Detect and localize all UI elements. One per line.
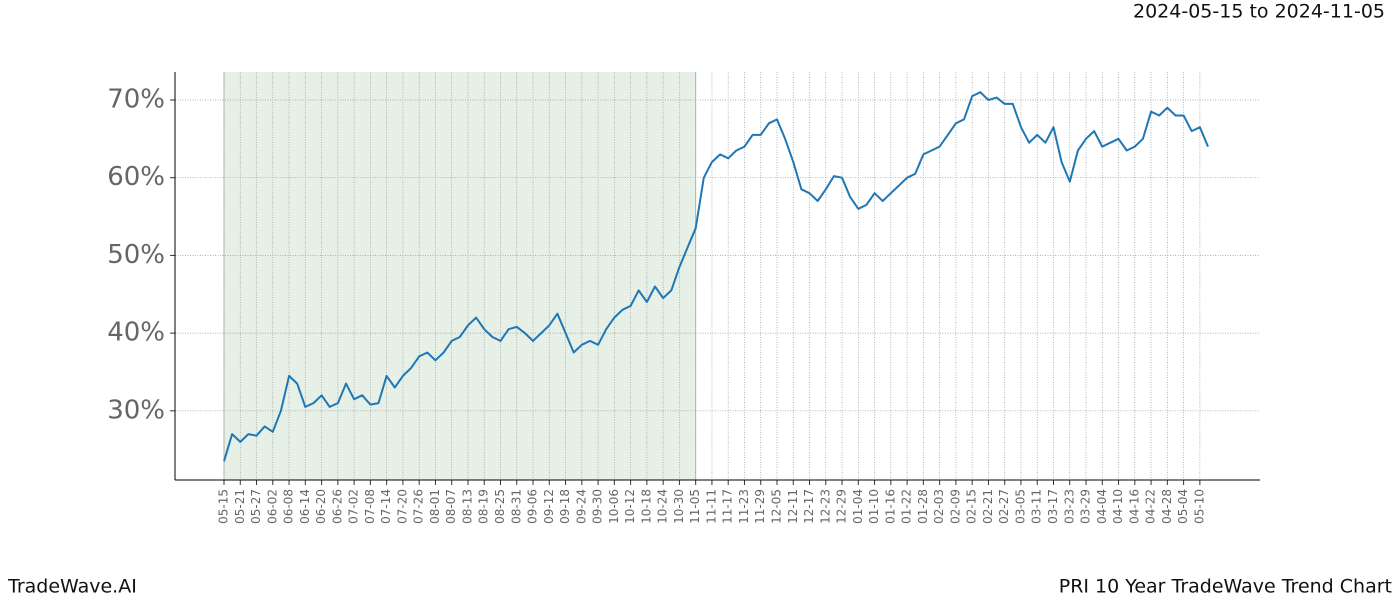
x-tick-label: 11-11 [704, 489, 718, 524]
x-tick-label: 01-16 [883, 489, 897, 524]
x-tick-label: 06-02 [265, 489, 279, 524]
x-tick-label: 08-25 [493, 489, 507, 524]
x-tick-label: 01-10 [867, 489, 881, 524]
x-tick-label: 01-04 [851, 489, 865, 524]
x-tick-label: 06-14 [298, 489, 312, 524]
date-range: 2024-05-15 to 2024-11-05 [1133, 1, 1385, 23]
x-tick-label: 08-13 [460, 489, 474, 524]
x-tick-label: 07-02 [347, 489, 361, 524]
x-tick-label: 12-23 [818, 489, 832, 524]
x-tick-label: 11-05 [688, 489, 702, 524]
x-tick-label: 04-28 [1160, 489, 1174, 524]
x-tick-label: 09-24 [574, 489, 588, 524]
x-tick-label: 01-28 [916, 489, 930, 524]
x-tick-label: 02-03 [932, 489, 946, 524]
x-tick-label: 06-08 [282, 489, 296, 524]
x-tick-label: 04-10 [1111, 489, 1125, 524]
x-tick-label: 05-15 [217, 489, 231, 524]
x-tick-label: 10-06 [607, 489, 621, 524]
highlight-range [224, 72, 696, 480]
y-tick-label: 70% [107, 84, 165, 114]
x-tick-label: 06-20 [314, 489, 328, 524]
x-tick-label: 07-26 [412, 489, 426, 524]
x-tick-label: 04-22 [1144, 489, 1158, 524]
x-tick-label: 12-11 [786, 489, 800, 524]
y-tick-label: 40% [107, 318, 165, 348]
x-tick-label: 10-12 [623, 489, 637, 524]
x-tick-label: 06-26 [330, 489, 344, 524]
x-tick-label: 10-24 [656, 489, 670, 524]
x-tick-label: 08-19 [477, 489, 491, 524]
x-tick-label: 12-05 [769, 489, 783, 524]
x-tick-label: 08-01 [428, 489, 442, 524]
y-tick-label: 60% [107, 162, 165, 192]
x-tick-label: 09-12 [542, 489, 556, 524]
x-tick-label: 08-31 [509, 489, 523, 524]
x-tick-label: 12-29 [835, 489, 849, 524]
x-tick-label: 07-08 [363, 489, 377, 524]
x-tick-label: 03-11 [1030, 489, 1044, 524]
x-tick-label: 05-10 [1192, 489, 1206, 524]
x-tick-label: 07-14 [379, 489, 393, 524]
x-tick-label: 05-04 [1176, 489, 1190, 524]
x-tick-label: 04-16 [1127, 489, 1141, 524]
x-tick-label: 03-29 [1079, 489, 1093, 524]
x-tick-label: 10-30 [672, 489, 686, 524]
x-tick-label: 02-15 [965, 489, 979, 524]
x-tick-label: 11-29 [753, 489, 767, 524]
x-tick-label: 11-23 [737, 489, 751, 524]
y-tick-label: 30% [107, 395, 165, 425]
x-tick-label: 05-21 [233, 489, 247, 524]
x-tick-label: 02-09 [948, 489, 962, 524]
x-tick-label: 12-17 [802, 489, 816, 524]
footer-left: TradeWave.AI [7, 576, 137, 598]
x-tick-label: 10-18 [639, 489, 653, 524]
x-tick-label: 08-07 [444, 489, 458, 524]
x-tick-label: 09-06 [526, 489, 540, 524]
x-tick-label: 09-30 [591, 489, 605, 524]
footer-right: PRI 10 Year TradeWave Trend Chart [1059, 576, 1392, 598]
x-tick-label: 02-27 [997, 489, 1011, 524]
x-tick-label: 01-22 [900, 489, 914, 524]
x-tick-label: 11-17 [721, 489, 735, 524]
x-tick-label: 03-23 [1062, 489, 1076, 524]
series-line [223, 91, 1209, 462]
x-tick-label: 02-21 [981, 489, 995, 524]
x-tick-label: 04-04 [1095, 489, 1109, 524]
x-tick-label: 03-05 [1013, 489, 1027, 524]
y-tick-label: 50% [107, 240, 165, 270]
x-tick-label: 07-20 [395, 489, 409, 524]
x-tick-label: 03-17 [1046, 489, 1060, 524]
x-tick-label: 05-27 [249, 489, 263, 524]
x-tick-label: 09-18 [558, 489, 572, 524]
